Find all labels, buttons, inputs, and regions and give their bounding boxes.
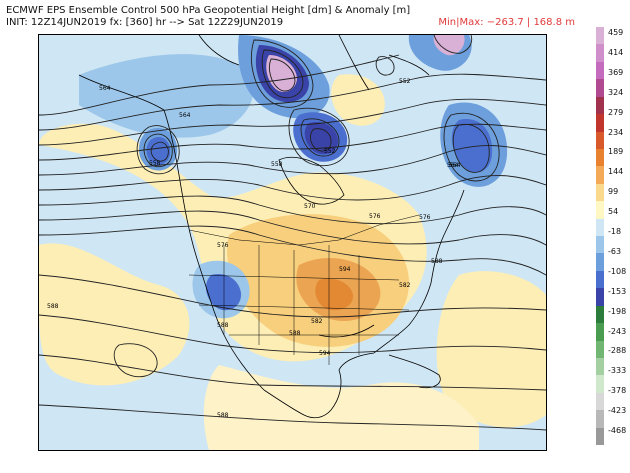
legend-color-cell (596, 79, 604, 98)
legend-color-cell (596, 131, 604, 150)
contour-label: 588 (289, 330, 301, 337)
contour-label: 564 (447, 162, 459, 169)
contour-label: 582 (311, 318, 323, 325)
contour-label: 582 (399, 282, 411, 289)
legend-tick-label: -333 (608, 366, 627, 376)
legend-color-cell (596, 27, 604, 45)
legend-color-cell (596, 96, 604, 115)
height-contours (39, 35, 546, 431)
legend-color-cell (596, 114, 604, 132)
legend-tick-label: -423 (608, 406, 627, 416)
map-svg: 564 552 564 564 558 558 552 576 570 576 … (39, 35, 546, 450)
legend-tick-label: 414 (608, 47, 624, 57)
contour-label: 558 (271, 161, 283, 168)
legend-tick-label: -378 (608, 386, 627, 396)
legend-color-cell (596, 340, 604, 359)
contour-label: 588 (217, 412, 229, 419)
legend-color-cell (596, 183, 604, 202)
contour-label: 552 (324, 148, 336, 155)
legend-color-cell (596, 323, 604, 341)
legend-color-cell (596, 236, 604, 254)
legend-color-cell (596, 392, 604, 411)
legend-tick-label: 99 (608, 187, 619, 197)
legend-color-cell (596, 375, 604, 394)
contour-label: 576 (369, 213, 381, 220)
contour-label: 594 (339, 266, 351, 273)
legend-tick-label: 144 (608, 167, 624, 177)
legend-tick-label: 279 (608, 107, 624, 117)
contour-label: 564 (449, 162, 461, 169)
legend-color-cell (596, 61, 604, 80)
legend-tick-label: 369 (608, 67, 624, 77)
legend-color-cell (596, 44, 604, 63)
coastlines (78, 35, 465, 419)
contour-label: 552 (399, 78, 411, 85)
contour-labels: 564 552 564 564 558 558 552 576 570 576 … (47, 78, 461, 419)
init-timestamp: INIT: 12Z14JUN2019 fx: [360] hr --> Sat … (6, 17, 284, 28)
legend-color-cell (596, 270, 604, 289)
legend-tick-label: -63 (608, 246, 622, 256)
legend-color-cell (596, 218, 604, 237)
legend-tick-label: 189 (608, 147, 624, 157)
legend-color-cell (596, 148, 604, 167)
contour-label: 564 (179, 112, 191, 119)
contour-label: 564 (99, 85, 111, 92)
contour-label: 594 (319, 350, 331, 357)
legend-color-cell (596, 288, 604, 307)
contour-label: 588 (47, 303, 59, 310)
legend-tick-label: -288 (608, 346, 627, 356)
legend-tick-label: -243 (608, 326, 627, 336)
legend-color-cell (596, 201, 604, 220)
legend-tick-label: -198 (608, 306, 627, 316)
contour-label: 588 (217, 322, 229, 329)
contour-label: 570 (304, 203, 316, 210)
legend-color-cell (596, 253, 604, 272)
legend-color-cell (596, 357, 604, 376)
weather-map: 564 552 564 564 558 558 552 576 570 576 … (38, 34, 547, 451)
legend-tick-label: -18 (608, 227, 622, 237)
legend-color-cell (596, 410, 604, 429)
legend-tick-label: 234 (608, 127, 624, 137)
legend-tick-label: 324 (608, 87, 624, 97)
legend-tick-label: 54 (608, 207, 619, 217)
min-max-readout: Min|Max: −263.7 | 168.8 m (438, 17, 575, 28)
legend-tick-label: -108 (608, 266, 627, 276)
color-scale-legend: 459 414 369 324 279 234 189 144 99 54 -18 -63 -108 -1… (596, 27, 630, 447)
legend-tick-label: -468 (608, 426, 627, 436)
chart-title: ECMWF EPS Ensemble Control 500 hPa Geopo… (6, 5, 411, 16)
legend-tick-label: 459 (608, 28, 624, 37)
legend-tick-label: -153 (608, 286, 627, 296)
contour-label: 588 (431, 258, 443, 265)
contour-label: 576 (419, 214, 431, 221)
contour-label: 558 (149, 160, 161, 167)
contour-label: 576 (217, 242, 229, 249)
legend-color-cell (596, 427, 604, 446)
legend-color-cell (596, 166, 604, 185)
legend-color-cell (596, 305, 604, 324)
